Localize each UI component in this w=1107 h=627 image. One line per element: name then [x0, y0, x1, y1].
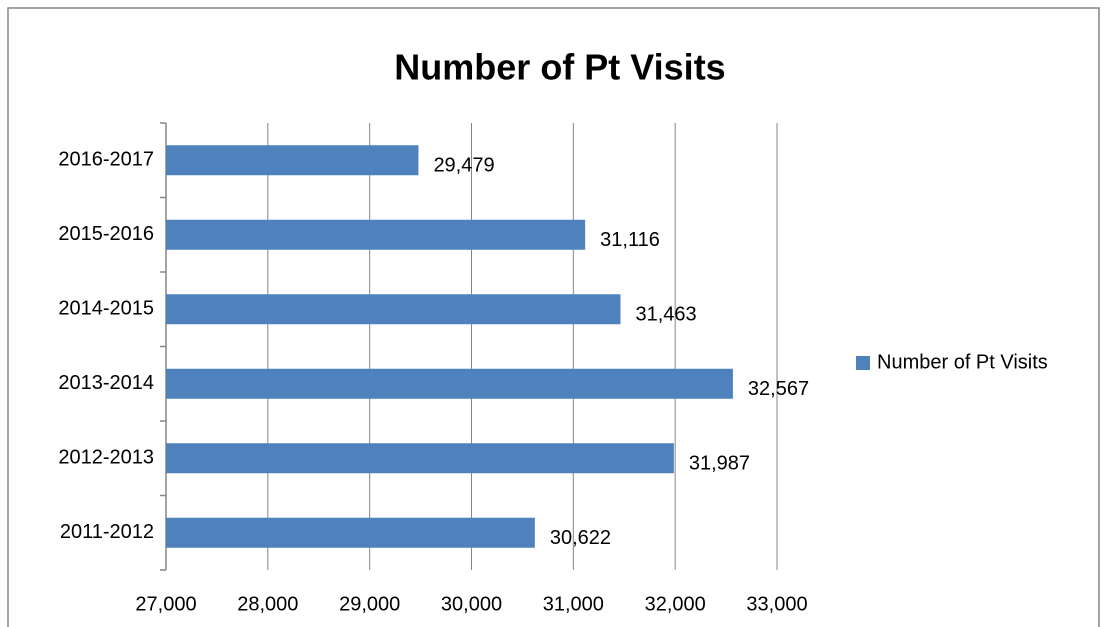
y-tick-label: 2011-2012 — [60, 521, 154, 543]
bar — [166, 368, 733, 399]
bar — [166, 294, 621, 325]
x-tick-label: 28,000 — [237, 593, 298, 615]
value-label: 31,987 — [689, 453, 750, 475]
x-tick-label: 30,000 — [441, 593, 502, 615]
value-label: 30,622 — [550, 527, 611, 549]
x-tick-label: 29,000 — [339, 593, 400, 615]
value-label: 32,567 — [748, 378, 809, 400]
y-tick-label: 2014-2015 — [58, 298, 154, 320]
bar — [166, 517, 535, 548]
y-tick-label: 2013-2014 — [58, 372, 154, 394]
x-tick-label: 32,000 — [645, 593, 706, 615]
y-tick-label: 2016-2017 — [58, 149, 154, 171]
value-label: 31,463 — [635, 304, 696, 326]
x-tick-label: 27,000 — [135, 593, 196, 615]
x-tick-label: 31,000 — [543, 593, 604, 615]
chart-title: Number of Pt Visits — [394, 47, 725, 88]
y-tick-label: 2012-2013 — [58, 447, 154, 469]
bar — [166, 443, 674, 474]
y-tick-label: 2015-2016 — [58, 223, 154, 245]
value-label: 29,479 — [433, 155, 494, 177]
bar — [166, 145, 419, 176]
legend-label: Number of Pt Visits — [877, 351, 1048, 373]
legend-swatch — [856, 356, 870, 370]
x-tick-label: 33,000 — [746, 593, 807, 615]
bar — [166, 219, 586, 250]
value-label: 31,116 — [600, 229, 660, 251]
